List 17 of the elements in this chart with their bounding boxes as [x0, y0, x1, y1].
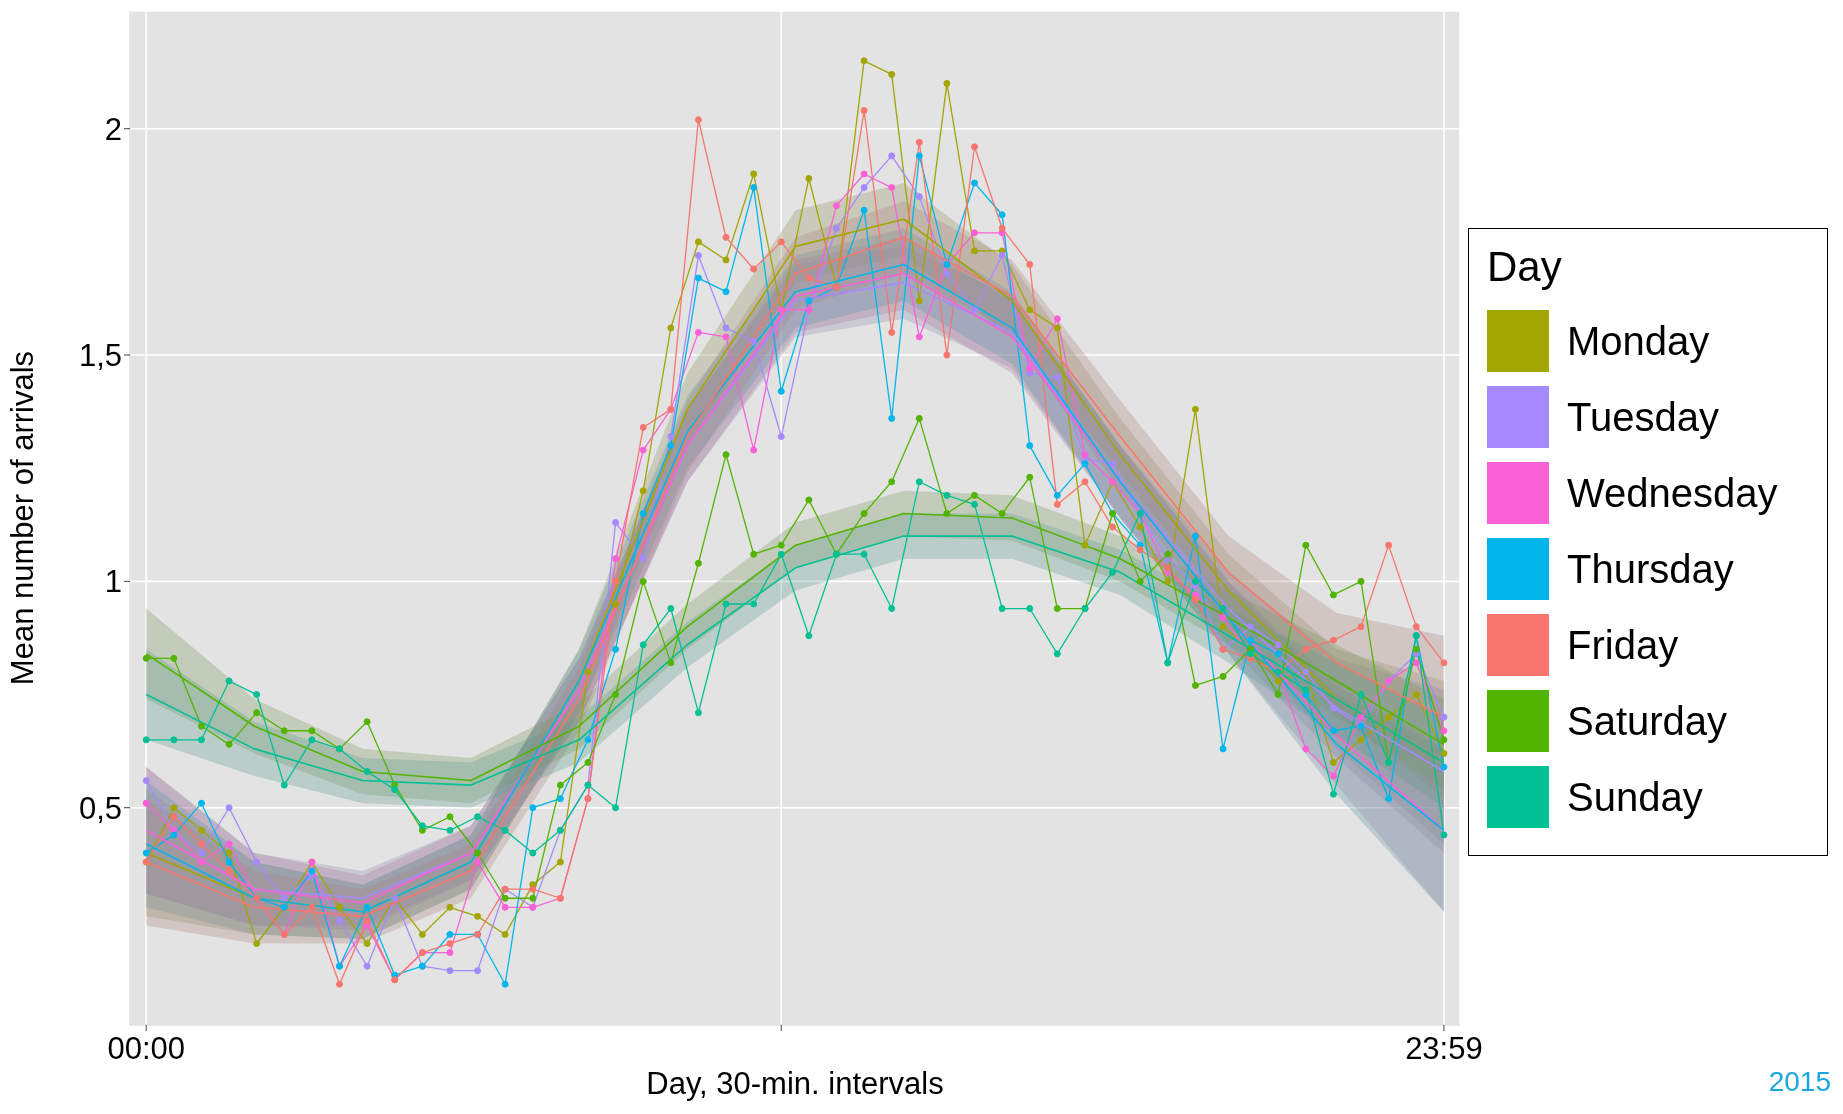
legend-label: Tuesday: [1567, 394, 1719, 440]
legend-label: Monday: [1567, 318, 1710, 364]
y-tick-label: 2: [104, 111, 122, 147]
legend-label: Saturday: [1567, 698, 1728, 744]
y-tick-label: 0,5: [78, 790, 122, 826]
legend-label: Wednesday: [1567, 470, 1778, 516]
legend-label: Thursday: [1567, 546, 1734, 592]
x-tick-label: 23:59: [1405, 1031, 1483, 1067]
legend-label: Sunday: [1567, 774, 1703, 820]
x-axis-title: Day, 30-min. intervals: [646, 1066, 944, 1102]
y-tick-label: 1,5: [78, 338, 122, 374]
y-axis-title: Mean number of arrivals: [5, 350, 41, 686]
x-tick-label: 00:00: [107, 1031, 186, 1067]
text: 2015: [1768, 1066, 1831, 1098]
legend-label: Friday: [1567, 622, 1679, 668]
legend-title: Day: [1487, 243, 1563, 291]
y-tick-label: 1: [104, 564, 122, 600]
